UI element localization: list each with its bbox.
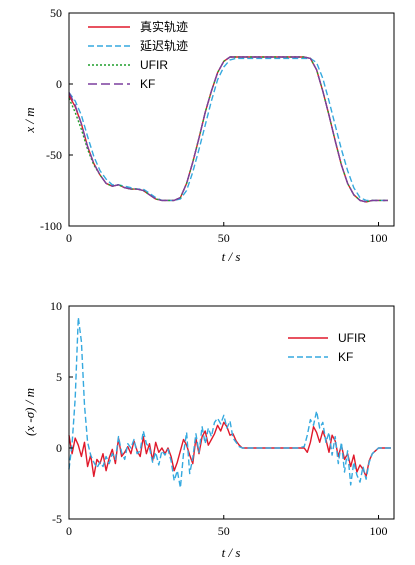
series-line-真实轨迹 [68, 56, 388, 203]
y-tick-label: 10 [50, 299, 62, 313]
series-line-UFIR [68, 56, 388, 203]
y-tick-label: 0 [56, 77, 62, 91]
y-tick-label: -50 [46, 148, 62, 162]
panel-position-xlabel: t / s [222, 249, 241, 264]
panel-position-frame [68, 12, 395, 227]
series-line-KF [68, 56, 388, 203]
legend-label: KF [140, 77, 155, 91]
legend-label: UFIR [338, 331, 366, 345]
y-tick-label: 0 [56, 441, 62, 455]
panel-error-ylabel: (x -σ) / m [22, 388, 37, 436]
y-tick-label: 5 [56, 370, 62, 384]
legend-label: UFIR [140, 58, 168, 72]
x-tick-label: 0 [66, 524, 72, 538]
panel-position-axes: 0 50 100 50 0 -50 -100 [40, 6, 388, 245]
x-tick-label: 50 [218, 231, 230, 245]
x-tick-label: 100 [370, 231, 388, 245]
x-tick-label: 0 [66, 231, 72, 245]
panel-position-ylabel: x / m [22, 107, 37, 133]
panel-error-legend: UFIR KF [288, 331, 366, 364]
legend-label: 延迟轨迹 [140, 39, 188, 53]
series-line-延迟轨迹 [68, 57, 388, 202]
panel-error-frame [68, 305, 395, 520]
y-tick-label: -100 [40, 219, 62, 233]
panel-position-series [68, 56, 388, 203]
legend-label: 真实轨迹 [140, 19, 188, 34]
panel-error-xlabel: t / s [222, 545, 241, 560]
panel-error-series [68, 316, 391, 489]
series-line-KF [68, 316, 391, 489]
legend-label: KF [338, 350, 353, 364]
y-tick-label: -5 [52, 512, 62, 526]
y-tick-label: 50 [50, 6, 62, 20]
x-tick-label: 50 [218, 524, 230, 538]
x-tick-label: 100 [370, 524, 388, 538]
